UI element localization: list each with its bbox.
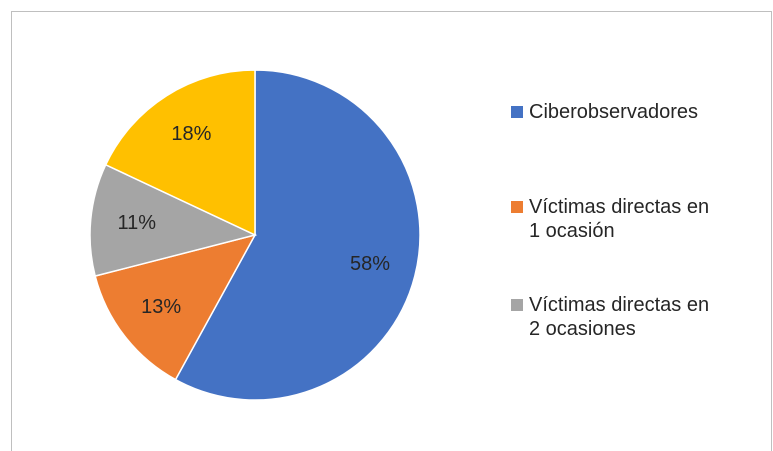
legend-label: Víctimas directas en 1 ocasión (529, 196, 710, 242)
legend-swatch (511, 106, 523, 118)
data-label: 18% (171, 123, 211, 145)
legend-swatch (511, 201, 523, 213)
pie-slice (104, 69, 256, 237)
legend-item: Víctimas directas en 1 ocasión (511, 195, 711, 243)
data-label: 13% (141, 296, 181, 318)
pie-slice (89, 163, 258, 277)
pie-slice (174, 69, 421, 401)
legend-label: Víctimas directas en 2 ocasiones (529, 294, 710, 340)
data-label: 11% (117, 212, 156, 234)
legend-swatch (511, 299, 523, 311)
legend-label: Ciberobservadores (529, 101, 698, 123)
pie-slice (94, 233, 257, 381)
legend-item: Víctimas directas en 2 ocasiones (511, 293, 711, 341)
data-label: 58% (350, 253, 390, 275)
legend-item: Ciberobservadores (511, 100, 711, 124)
